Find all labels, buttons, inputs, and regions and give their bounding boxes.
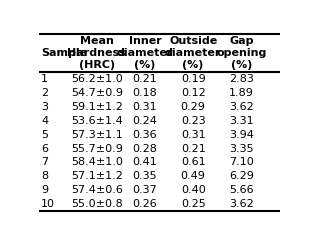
Text: Inner
diameter
(%): Inner diameter (%) [117, 36, 173, 70]
Text: Gap
opening
(%): Gap opening (%) [216, 36, 267, 70]
Text: 55.7±0.9: 55.7±0.9 [71, 144, 123, 154]
Text: 7.10: 7.10 [229, 158, 254, 168]
Text: 6.29: 6.29 [229, 171, 254, 181]
Text: Outside
diameter
(%): Outside diameter (%) [165, 36, 221, 70]
Text: 0.26: 0.26 [132, 199, 157, 209]
Text: 0.25: 0.25 [181, 199, 206, 209]
Text: 5: 5 [41, 130, 48, 140]
Text: 0.41: 0.41 [132, 158, 157, 168]
Text: 0.24: 0.24 [132, 116, 157, 126]
Text: 0.18: 0.18 [132, 88, 157, 98]
Text: 5.66: 5.66 [229, 185, 254, 195]
Text: 53.6±1.4: 53.6±1.4 [71, 116, 123, 126]
Text: 57.3±1.1: 57.3±1.1 [71, 130, 123, 140]
Text: 0.28: 0.28 [132, 144, 157, 154]
Text: 54.7±0.9: 54.7±0.9 [71, 88, 123, 98]
Text: 0.21: 0.21 [181, 144, 206, 154]
Text: 8: 8 [41, 171, 49, 181]
Text: 3.35: 3.35 [229, 144, 254, 154]
Text: 55.0±0.8: 55.0±0.8 [71, 199, 123, 209]
Text: 1: 1 [41, 74, 48, 84]
Text: 6: 6 [41, 144, 48, 154]
Text: 3.62: 3.62 [229, 199, 254, 209]
Text: 2.83: 2.83 [229, 74, 254, 84]
Text: 0.49: 0.49 [181, 171, 206, 181]
Text: 0.31: 0.31 [132, 102, 157, 112]
Text: 57.1±1.2: 57.1±1.2 [71, 171, 123, 181]
Text: 0.23: 0.23 [181, 116, 206, 126]
Text: 0.31: 0.31 [181, 130, 206, 140]
Text: 0.36: 0.36 [132, 130, 157, 140]
Text: Mean
Hardness
(HRC): Mean Hardness (HRC) [67, 36, 126, 70]
Text: 0.19: 0.19 [181, 74, 206, 84]
Text: 0.12: 0.12 [181, 88, 206, 98]
Text: 59.1±1.2: 59.1±1.2 [71, 102, 123, 112]
Text: 3: 3 [41, 102, 48, 112]
Text: 10: 10 [41, 199, 55, 209]
Text: 2: 2 [41, 88, 49, 98]
Text: 4: 4 [41, 116, 49, 126]
Text: 56.2±1.0: 56.2±1.0 [71, 74, 123, 84]
Text: Sample: Sample [41, 48, 87, 58]
Text: 9: 9 [41, 185, 49, 195]
Text: 0.35: 0.35 [132, 171, 157, 181]
Text: 3.62: 3.62 [229, 102, 254, 112]
Text: 0.29: 0.29 [181, 102, 206, 112]
Text: 7: 7 [41, 158, 49, 168]
Text: 3.31: 3.31 [229, 116, 254, 126]
Text: 1.89: 1.89 [229, 88, 254, 98]
Text: 0.37: 0.37 [132, 185, 157, 195]
Text: 0.61: 0.61 [181, 158, 206, 168]
Text: 57.4±0.6: 57.4±0.6 [71, 185, 123, 195]
Text: 58.4±1.0: 58.4±1.0 [71, 158, 123, 168]
Text: 3.94: 3.94 [229, 130, 254, 140]
Text: 0.21: 0.21 [132, 74, 157, 84]
Text: 0.40: 0.40 [181, 185, 206, 195]
